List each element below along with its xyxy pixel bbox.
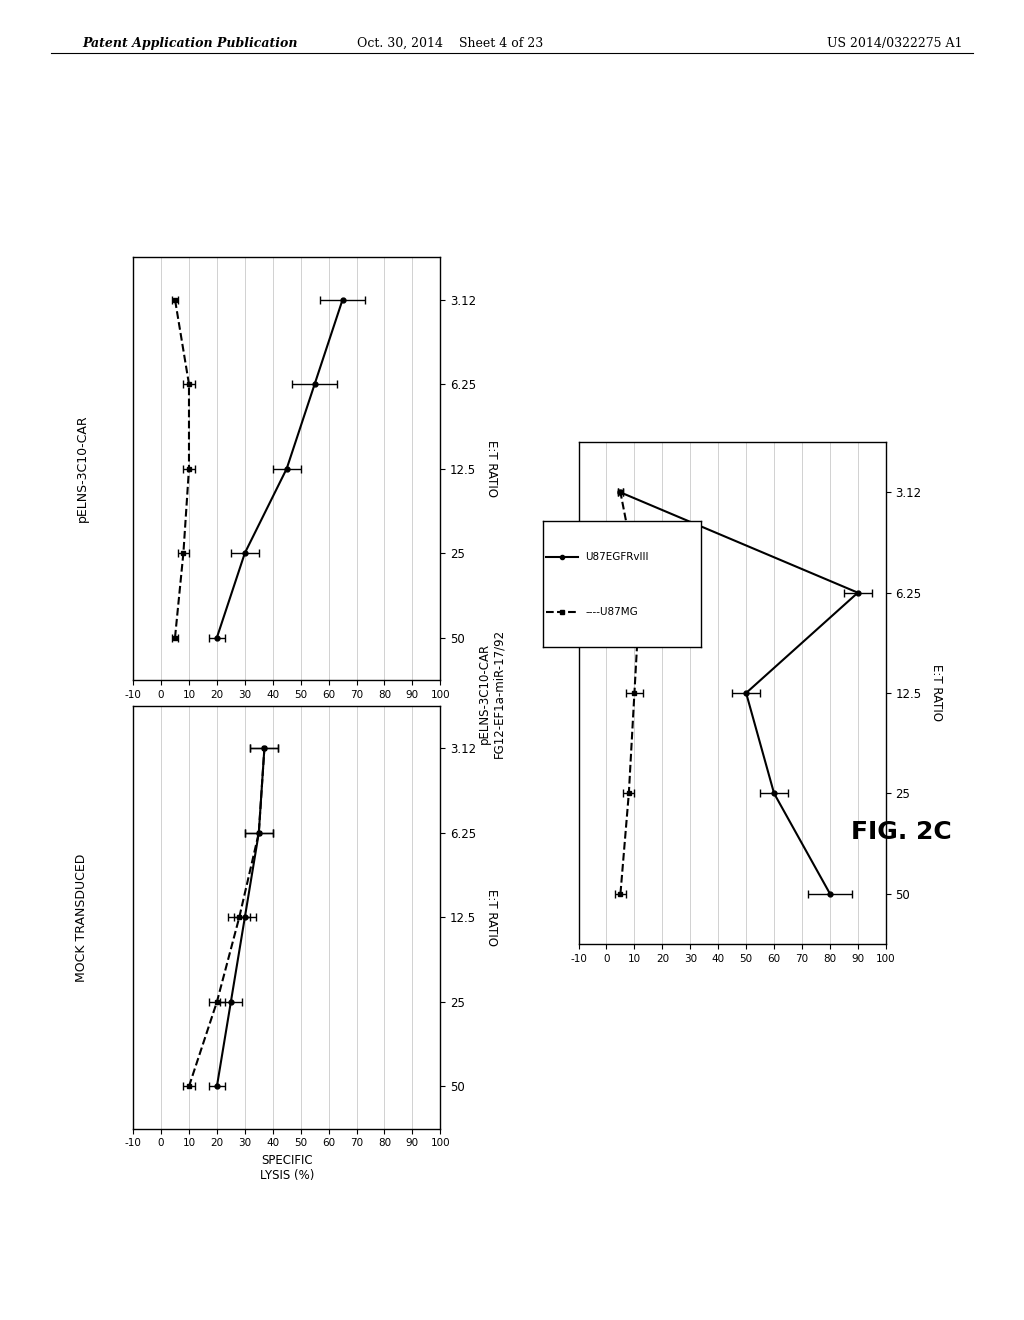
Text: Patent Application Publication: Patent Application Publication [82,37,297,50]
Text: pELNS-3C10-CAR: pELNS-3C10-CAR [76,414,88,523]
Text: Oct. 30, 2014    Sheet 4 of 23: Oct. 30, 2014 Sheet 4 of 23 [357,37,544,50]
Text: MOCK TRANSDUCED: MOCK TRANSDUCED [76,853,88,982]
Text: U87EGFRvIII: U87EGFRvIII [586,552,649,561]
X-axis label: SPECIFIC
LYSIS (%): SPECIFIC LYSIS (%) [259,1154,314,1181]
Text: ----U87MG: ----U87MG [586,607,638,616]
Text: FIG. 2C: FIG. 2C [851,820,951,843]
Y-axis label: E:T RATIO: E:T RATIO [484,888,498,946]
Y-axis label: E:T RATIO: E:T RATIO [484,440,498,498]
Text: pELNS-3C10-CAR
FG12-EF1a-miR-17/92: pELNS-3C10-CAR FG12-EF1a-miR-17/92 [477,628,506,758]
Y-axis label: E:T RATIO: E:T RATIO [930,664,943,722]
Text: US 2014/0322275 A1: US 2014/0322275 A1 [827,37,963,50]
